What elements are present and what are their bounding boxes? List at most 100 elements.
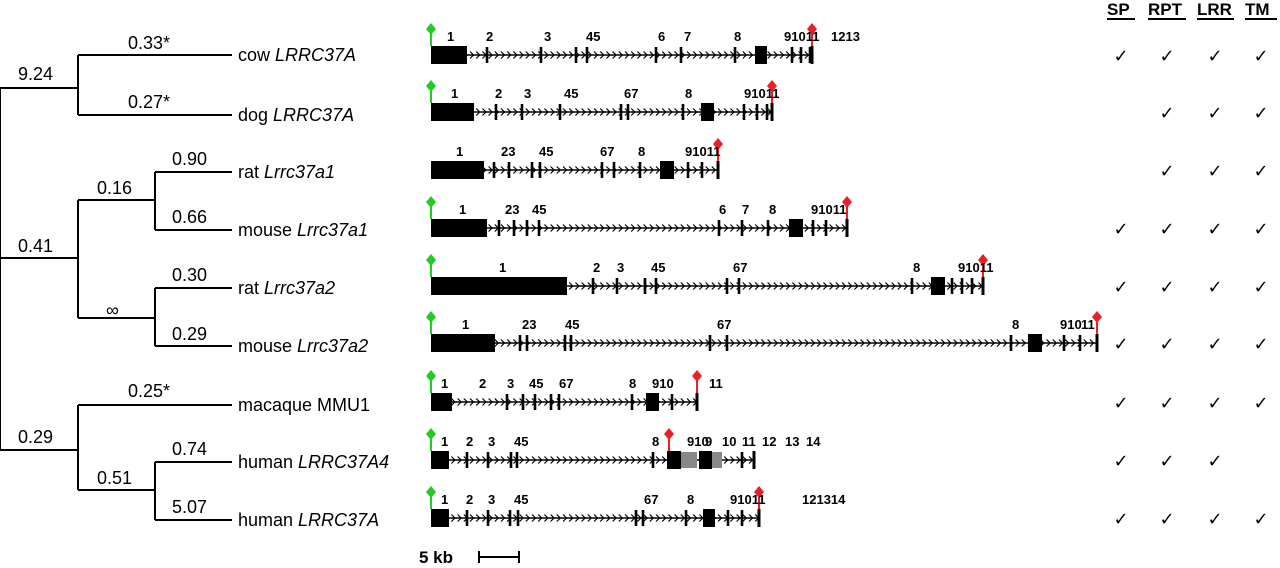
start-codon-icon [426,196,436,208]
gene-label: mouse Lrrc37a2 [238,336,368,356]
exon-number-label: 910 [1060,317,1082,332]
domain-checkmark: ✓ [1207,219,1222,240]
exon-number-label: 1 [441,376,448,391]
exon-number-label: 1 [456,144,463,159]
small-exon [740,510,744,526]
small-exon [700,162,704,178]
small-exon [520,104,524,120]
small-exon [494,104,498,120]
large-exon [931,277,945,295]
domain-checkmark: ✓ [1207,277,1222,298]
exon-number-label: 2 [479,376,486,391]
exon-number-label: 3 [617,260,624,275]
small-exon [465,510,469,526]
exon-number-label: 1213 [831,29,860,44]
domain-checkmark: ✓ [1207,509,1222,530]
gene-label: mouse Lrrc37a1 [238,220,368,240]
exon-number-label: 2 [466,434,473,449]
small-exon [634,510,638,526]
last-exon [695,393,699,411]
large-exon [646,393,659,411]
exon-number-label: 3 [544,29,551,44]
small-exon [619,104,623,120]
exon-number-label: 8 [734,29,741,44]
small-exon [549,394,553,410]
small-exon [681,104,685,120]
small-exon [790,47,794,63]
exon-number-label: 67 [644,492,658,507]
exon-number-label: 67 [559,376,573,391]
stop-codon-icon [664,428,674,440]
small-exon [1009,335,1013,351]
last-exon [1095,334,1099,352]
small-exon [766,220,770,236]
start-codon-icon [426,80,436,92]
exon-number-label: 6 [658,29,665,44]
large-exon [789,219,803,237]
scale-label: 5 kb [419,548,453,567]
exon-number-label: 6 [719,202,726,217]
small-exon [507,162,511,178]
exon-number-label: 121314 [802,492,846,507]
column-header-tm: TM [1245,0,1270,19]
exon-number-label: 91011 [811,202,846,217]
small-exon [824,220,828,236]
small-exon [521,394,525,410]
partial-exon [681,452,697,468]
start-codon-icon [426,486,436,498]
exon-number-label: 7 [684,29,691,44]
large-exon [755,46,767,64]
exon-number-label: 8 [638,144,645,159]
gene-structure: 1 2 3 45 67 8 91011 121314 [426,486,846,527]
exon-number-label: 8 [913,260,920,275]
small-exon [585,47,589,63]
domain-checkmark: ✓ [1253,393,1268,414]
domain-checkmark: ✓ [1159,509,1174,530]
large-exon [431,277,567,295]
branch-value: 0.66 [172,207,207,227]
small-exon [708,335,712,351]
large-exon [703,509,715,527]
small-exon [737,278,741,294]
gene-label: dog LRRC37A [238,105,354,125]
small-exon [765,104,769,120]
exon-number-label: 11 [1081,317,1095,332]
exon-number-label: 9 [705,434,712,449]
small-exon [670,394,674,410]
start-codon-icon [426,254,436,266]
small-exon [612,162,616,178]
exon-number-label: 8 [652,434,659,449]
stop-codon-icon [807,23,817,35]
small-exon [563,335,567,351]
last-exon [752,451,756,469]
exon-number-label: 1 [441,434,448,449]
last-exon [845,219,849,237]
exon-number-label: 1 [462,317,469,332]
small-exon [799,47,803,63]
large-exon [431,103,474,121]
small-exon [950,278,954,294]
small-exon [970,278,974,294]
domain-column-headers: SP RPT LRR TM [1107,0,1277,20]
large-exon [431,334,495,352]
start-codon-icon [426,428,436,440]
small-exon [651,452,655,468]
exon-number-label: 2 [593,260,600,275]
large-exon [699,451,712,469]
exon-number-label: 910 [687,434,709,449]
exon-number-label: 45 [586,29,600,44]
scale-bar: 5 kb [419,548,520,567]
branch-value: 0.33* [128,33,170,53]
last-exon [810,46,814,64]
exon-number-label: 45 [564,86,578,101]
small-exon [755,104,759,120]
stop-codon-icon [754,486,764,498]
small-exon [615,278,619,294]
small-exon [525,220,529,236]
domain-checkmark: ✓ [1159,277,1174,298]
last-exon [981,277,985,295]
